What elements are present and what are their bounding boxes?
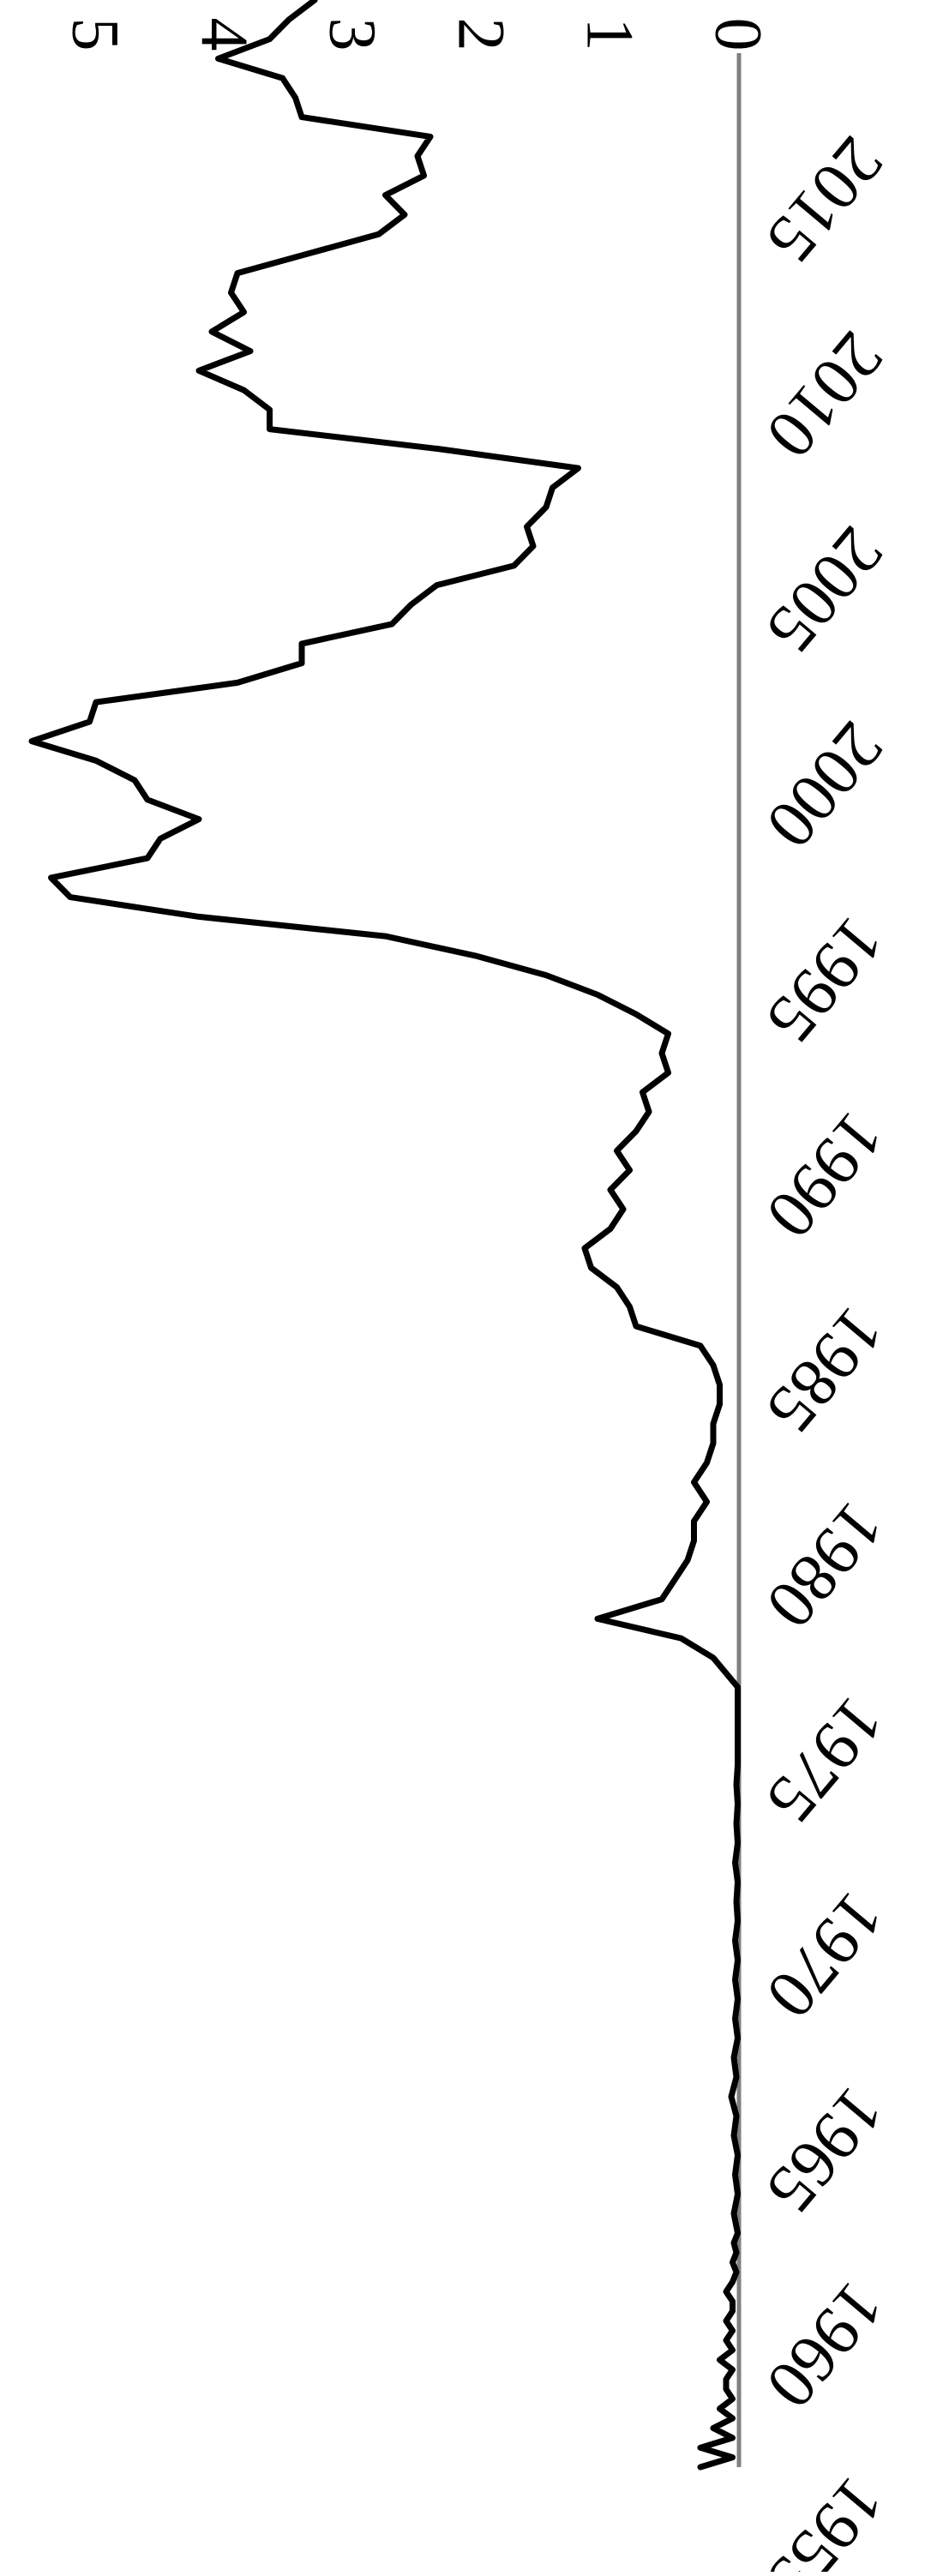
value-tick-label: 5 [59,18,134,51]
year-tick-label: 1970 [752,1878,898,2032]
year-tick-label: 1990 [752,1098,898,1252]
value-tick-label: 0 [702,18,777,51]
year-tick-label: 1975 [752,1683,898,1836]
year-tick-label: 1985 [752,1293,898,1446]
year-tick-label: 1980 [752,1488,898,1642]
year-tick-label: 1960 [752,2268,898,2422]
year-tick-label: 2010 [752,318,898,471]
value-tick-label: 2 [445,18,520,51]
value-tick-label: 3 [316,18,391,51]
year-tick-label: 1965 [752,2073,898,2226]
year-tick-label: 1995 [752,903,898,1056]
year-tick-label: 2000 [752,708,898,862]
year-tick-label: 2005 [752,513,898,666]
value-tick-label: 6 [0,18,5,51]
series-line [28,0,741,2471]
value-tick-label: 1 [574,18,648,51]
year-tick-label: 1955 [752,2463,898,2572]
year-tick-label: 2015 [752,123,898,276]
